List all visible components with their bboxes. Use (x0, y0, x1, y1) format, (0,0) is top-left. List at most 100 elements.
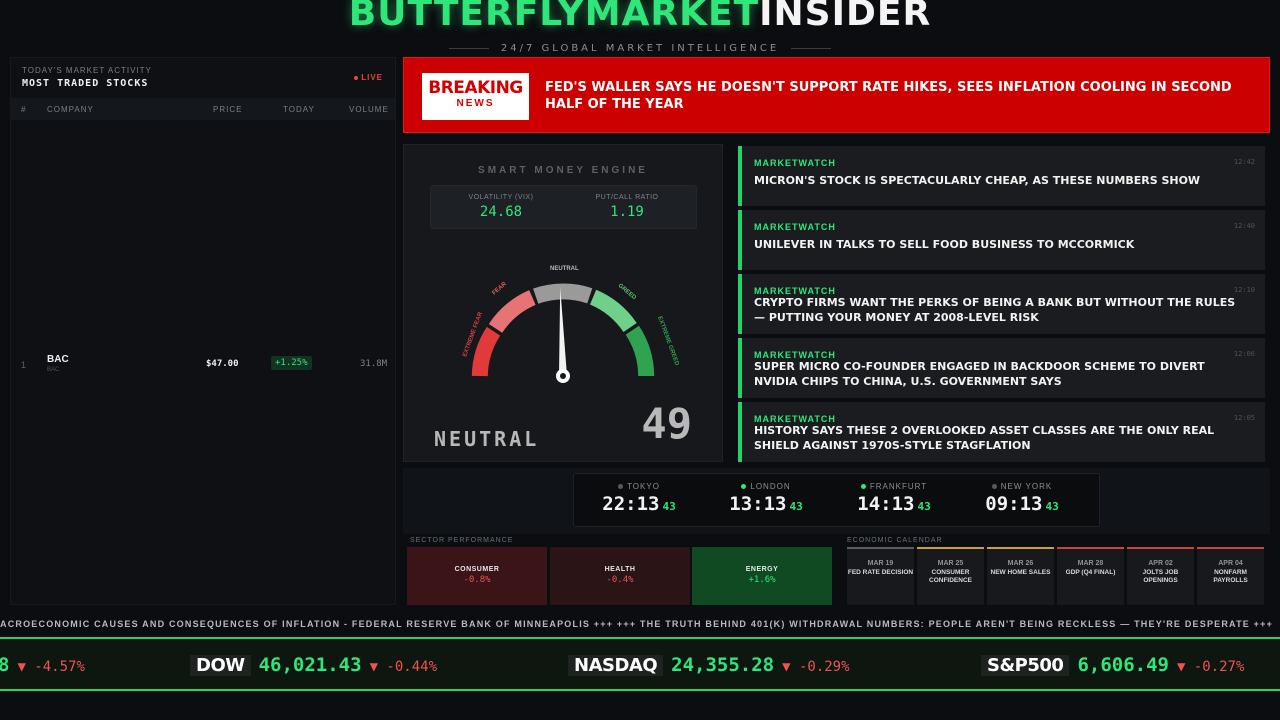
news-source: MARKETWATCH (754, 286, 836, 296)
quote-change: ▼ -0.29% (782, 659, 850, 675)
news-headline[interactable]: UNILEVER IN TALKS TO SELL FOOD BUSINESS … (754, 238, 1135, 251)
quote-name: S&P500 (981, 655, 1070, 676)
row-volume: 31.8M (360, 359, 388, 369)
news-time: 12:42 (1233, 158, 1255, 166)
calendar-item[interactable]: APR 04 NONFARM PAYROLLS (1197, 547, 1264, 605)
calendar-event: NONFARM PAYROLLS (1213, 569, 1248, 584)
calendar-date: MAR 26 (1007, 560, 1034, 567)
quote-item[interactable]: S&P500 6,606.49 ▼ -0.27% (981, 654, 1244, 676)
sector-health[interactable]: HEALTH -0.4% (550, 547, 690, 605)
news-time: 12:05 (1233, 414, 1255, 422)
label-greed: GREED (617, 283, 638, 302)
calendar-date: APR 02 (1148, 560, 1173, 567)
quote-item[interactable]: NASDAQ 24,355.28 ▼ -0.29% (568, 654, 850, 676)
status-dot (741, 484, 747, 490)
quote-item[interactable]: 8 ▼ -4.57% (0, 654, 85, 676)
calendar-event: FED RATE DECISION (847, 569, 914, 576)
news-headline[interactable]: CRYPTO FIRMS WANT THE PERKS OF BEING A B… (754, 296, 1236, 324)
sector-change: -0.8% (463, 575, 491, 585)
sector-energy[interactable]: ENERGY +1.6% (692, 547, 832, 605)
col-volume[interactable]: VOLUME (349, 105, 389, 114)
clock-city: NEW YORK (1000, 482, 1053, 491)
news-label: NEWS (456, 98, 495, 109)
clock-time: 09:13 (985, 493, 1043, 515)
row-rank: 1 (21, 360, 27, 370)
calendar-date: MAR 25 (937, 560, 964, 567)
live-badge: LIVE (354, 73, 383, 82)
col-price[interactable]: PRICE (213, 105, 243, 114)
panel-subtitle: TODAY'S MARKET ACTIVITY (22, 66, 152, 75)
row-price: $47.00 (206, 359, 239, 369)
engine-metrics: VOLATILITY (VIX) 24.68 PUT/CALL RATIO 1.… (430, 185, 697, 229)
calendar-item[interactable]: MAR 28 GDP (Q4 FINAL) (1057, 547, 1124, 605)
engine-title: SMART MONEY ENGINE (478, 165, 648, 176)
news-item[interactable]: MARKETWATCH 12:10 CRYPTO FIRMS WANT THE … (738, 274, 1265, 334)
quote-value: 24,355.28 (671, 654, 775, 676)
gauge-zone-greed (589, 289, 637, 333)
calendar-item[interactable]: MAR 19 FED RATE DECISION (847, 547, 914, 605)
pcr-metric: PUT/CALL RATIO 1.19 (567, 194, 687, 220)
table-row[interactable]: 1 BAC BAC $47.00 +1.25% 31.8M (11, 348, 395, 378)
news-time: 12:40 (1233, 222, 1255, 230)
brand-logo: BUTTERFLYMARKETINSIDER (0, 0, 1280, 36)
sector-consumer[interactable]: CONSUMER -0.8% (407, 547, 547, 605)
row-change: +1.25% (271, 356, 312, 370)
clock-london: LONDON 13:13 43 (711, 482, 821, 515)
clock-tokyo: TOKYO 22:13 43 (584, 482, 694, 515)
calendar-date: MAR 19 (867, 560, 894, 567)
clock-seconds: 43 (917, 500, 931, 513)
clock-new-york: NEW YORK 09:13 43 (967, 482, 1077, 515)
news-headline[interactable]: HISTORY SAYS THESE 2 OVERLOOKED ASSET CL… (754, 424, 1215, 452)
clock-seconds: 43 (789, 500, 803, 513)
gauge-zone-neutral (533, 283, 593, 304)
breaking-news-banner[interactable]: BREAKING NEWS FED'S WALLER SAYS HE DOESN… (403, 57, 1270, 133)
breaking-badge: BREAKING NEWS (422, 73, 529, 120)
quote-change: ▼ -4.57% (17, 659, 85, 675)
calendar-event: JOLTS JOB OPENINGS (1142, 569, 1179, 584)
news-headline[interactable]: SUPER MICRO CO-FOUNDER ENGAGED IN BACKDO… (754, 360, 1205, 388)
brand-green: BUTTERFLYMARKET (348, 0, 760, 34)
col-rank[interactable]: # (21, 105, 27, 114)
calendar-date: MAR 28 (1077, 560, 1104, 567)
calendar-item[interactable]: MAR 26 NEW HOME SALES (987, 547, 1054, 605)
sentiment-score: 49 (641, 399, 692, 448)
label-extreme-greed: EXTREME GREED (656, 316, 680, 368)
sentiment-label: NEUTRAL (434, 427, 540, 451)
vix-value: 24.68 (479, 204, 523, 220)
sector-change: -0.4% (606, 575, 634, 585)
status-dot (991, 484, 997, 490)
calendar-label: ECONOMIC CALENDAR (847, 537, 943, 544)
news-item[interactable]: MARKETWATCH 12:42 MICRON'S STOCK IS SPEC… (738, 146, 1265, 206)
news-item[interactable]: MARKETWATCH 12:40 UNILEVER IN TALKS TO S… (738, 210, 1265, 270)
gauge-hub-center (560, 373, 566, 379)
news-item[interactable]: MARKETWATCH 12:06 SUPER MICRO CO-FOUNDER… (738, 338, 1265, 398)
news-time: 12:10 (1233, 286, 1255, 294)
news-source: MARKETWATCH (754, 158, 836, 168)
world-clocks: TOKYO 22:13 43 LONDON 13:13 43 FRANKFURT 1… (573, 473, 1100, 527)
breaking-headline[interactable]: FED'S WALLER SAYS HE DOESN'T SUPPORT RAT… (545, 80, 1232, 112)
clock-city: FRANKFURT (869, 482, 928, 491)
quote-name: NASDAQ (568, 655, 664, 676)
clock-seconds: 43 (1045, 500, 1059, 513)
col-company[interactable]: COMPANY (47, 105, 94, 114)
tagline: 24/7 GLOBAL MARKET INTELLIGENCE (0, 43, 1280, 54)
row-ticker-sub: BAC (47, 367, 60, 373)
sector-name: CONSUMER (454, 566, 500, 573)
gauge-zone-fear (488, 290, 536, 334)
news-headline[interactable]: MICRON'S STOCK IS SPECTACULARLY CHEAP, A… (754, 174, 1201, 187)
table-header: # COMPANY PRICE TODAY VOLUME (11, 98, 395, 120)
quote-item[interactable]: DOW 46,021.43 ▼ -0.44% (190, 654, 437, 676)
calendar-item[interactable]: MAR 25 CONSUMER CONFIDENCE (917, 547, 984, 605)
quote-value: 6,606.49 (1077, 654, 1169, 676)
calendar-event: CONSUMER CONFIDENCE (929, 569, 972, 584)
status-dot (618, 484, 624, 490)
quote-change: ▼ -0.44% (369, 659, 437, 675)
news-item[interactable]: MARKETWATCH 12:05 HISTORY SAYS THESE 2 O… (738, 402, 1265, 462)
col-today[interactable]: TODAY (283, 105, 315, 114)
pcr-label: PUT/CALL RATIO (595, 194, 659, 201)
calendar-event: NEW HOME SALES (990, 569, 1051, 576)
calendar-item[interactable]: APR 02 JOLTS JOB OPENINGS (1127, 547, 1194, 605)
status-dot (860, 484, 866, 490)
most-traded-panel: TODAY'S MARKET ACTIVITY MOST TRADED STOC… (10, 57, 396, 605)
label-fear: FEAR (491, 281, 508, 297)
